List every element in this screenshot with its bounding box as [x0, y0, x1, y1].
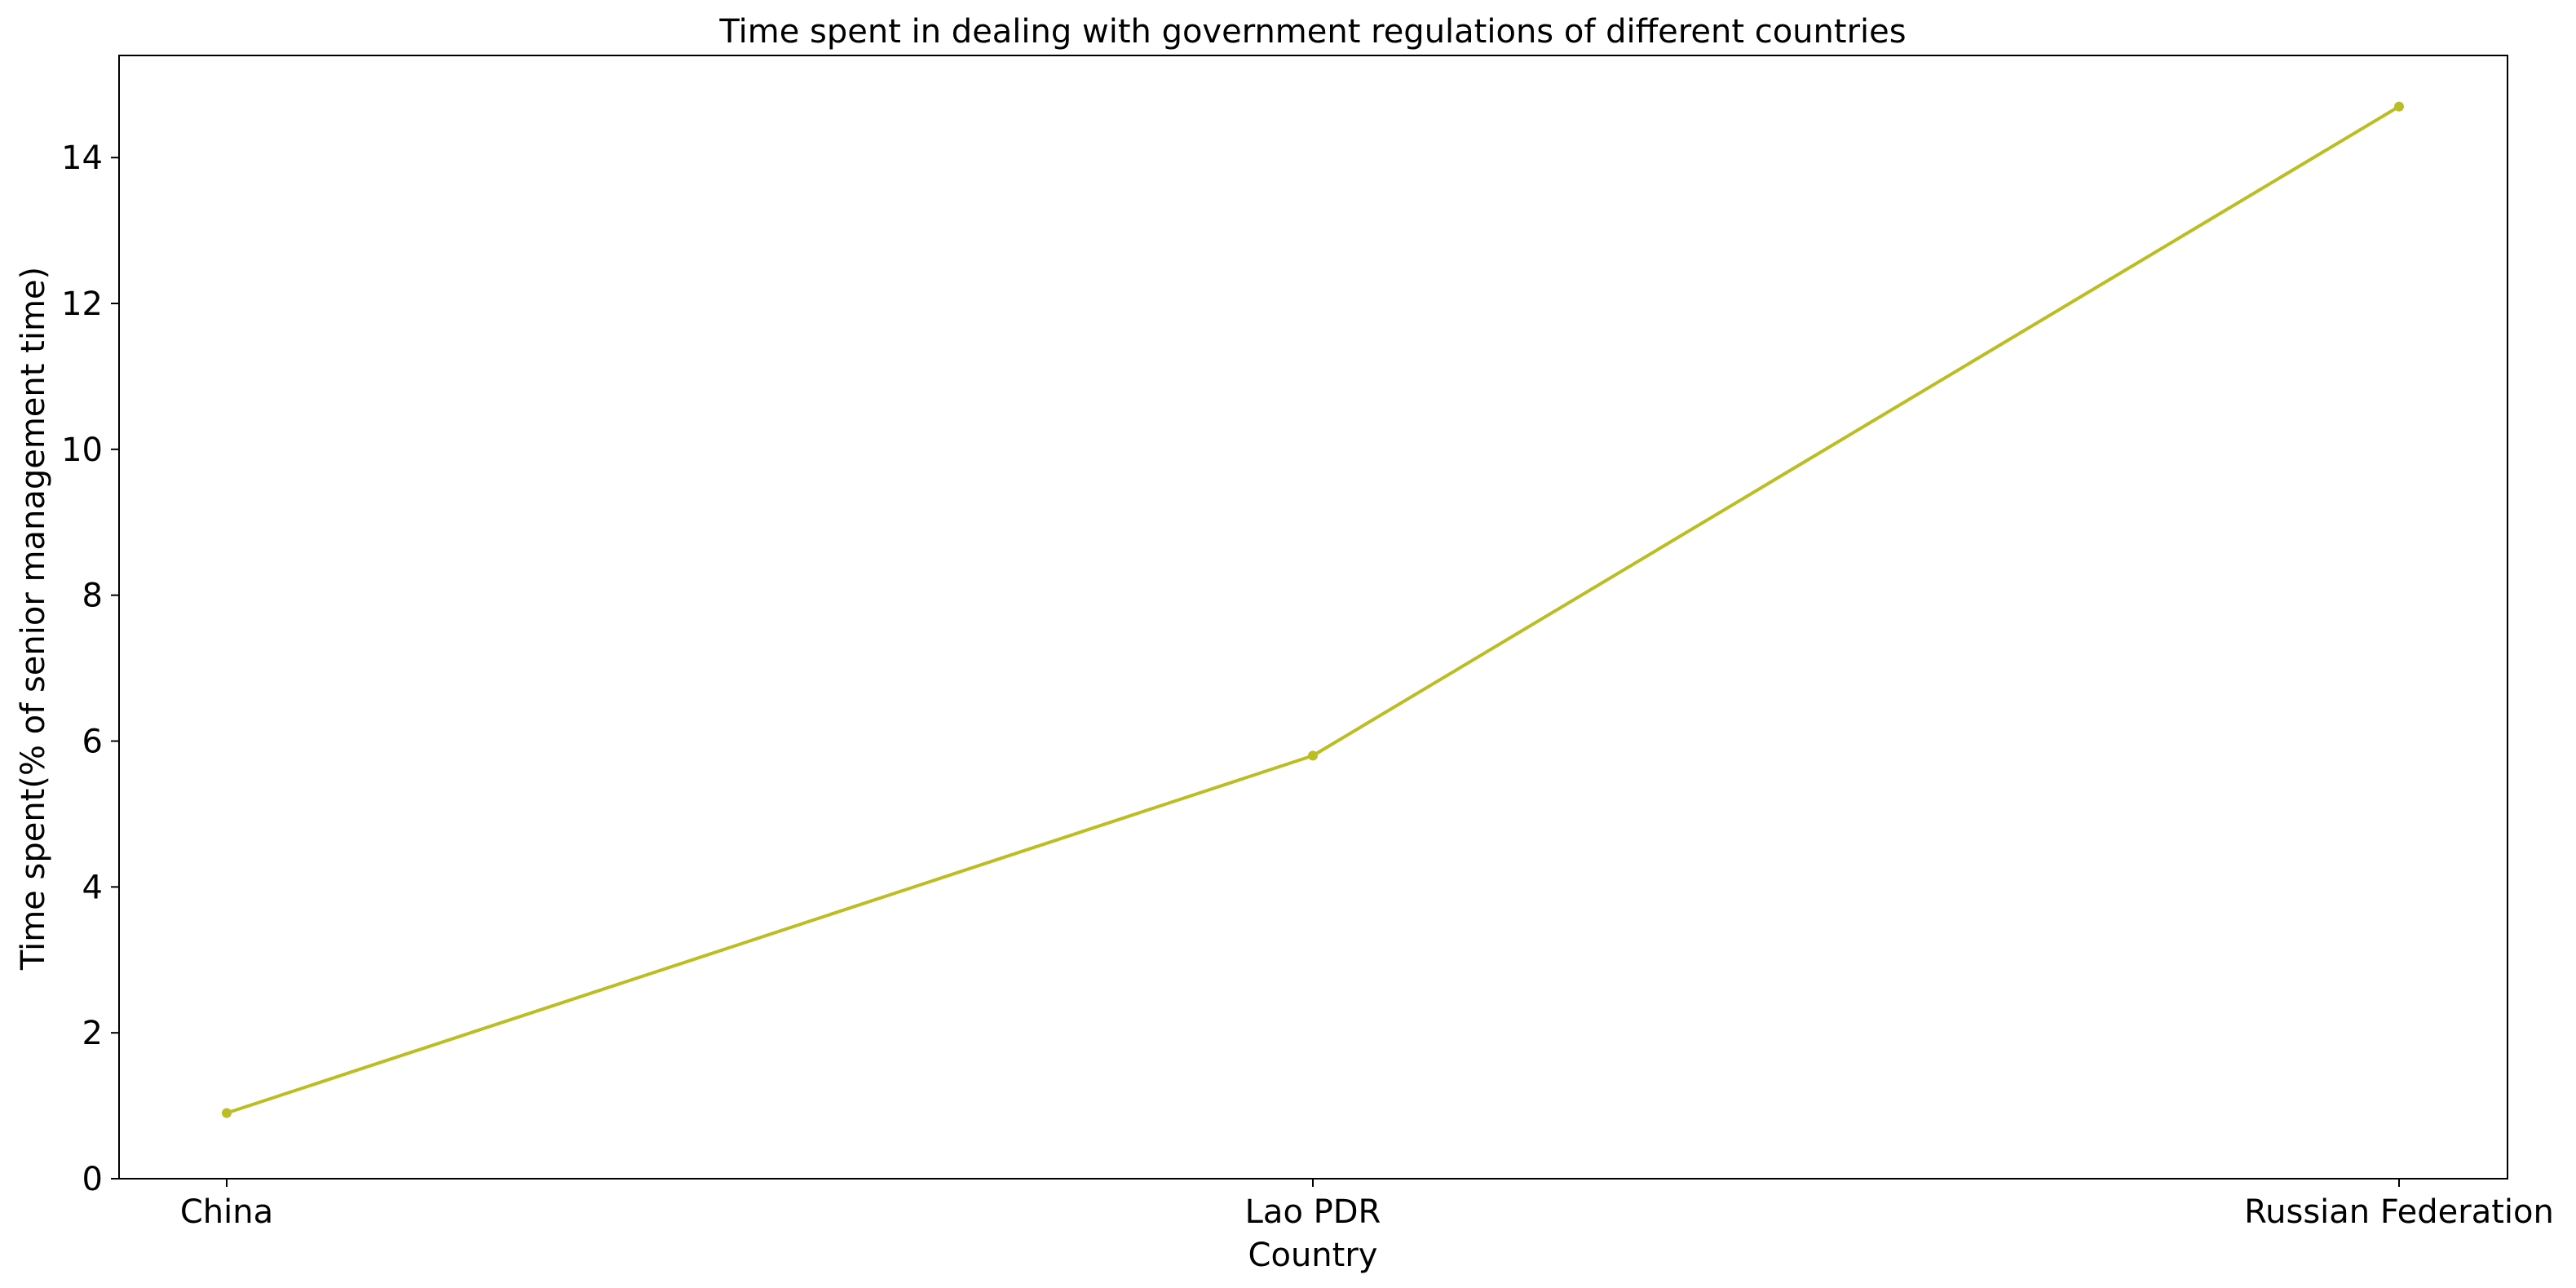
x-axis-label: Country: [1248, 1237, 1378, 1274]
chart-title: Time spent in dealing with government re…: [718, 13, 1906, 51]
plot-frame: [118, 55, 2508, 1180]
y-tick-label: 4: [82, 869, 103, 906]
y-tick-label: 10: [61, 432, 103, 469]
series-line: [226, 104, 2401, 1115]
y-tick-label: 2: [82, 1015, 103, 1052]
y-axis-label: Time spent(% of senior management time): [15, 267, 52, 971]
y-tick-label: 8: [82, 578, 103, 615]
y-tick-label: 6: [82, 724, 103, 761]
y-tick-label: 12: [61, 285, 103, 323]
data-point-china: [222, 1108, 232, 1118]
y-axis-ticks: 0 2 4 6 8 10 12 14: [61, 139, 119, 1198]
data-point-russian-federation: [2394, 101, 2404, 112]
x-tick-label: Russian Federation: [2244, 1193, 2554, 1231]
data-point-lao-pdr: [1308, 750, 1318, 761]
x-tick-label: Lao PDR: [1245, 1193, 1381, 1231]
x-tick-label: China: [180, 1193, 273, 1231]
y-tick-label: 0: [82, 1161, 103, 1198]
y-tick-label: 14: [61, 139, 103, 177]
series-layer: [222, 101, 2404, 1118]
x-axis-ticks: China Lao PDR Russian Federation: [180, 1179, 2554, 1231]
